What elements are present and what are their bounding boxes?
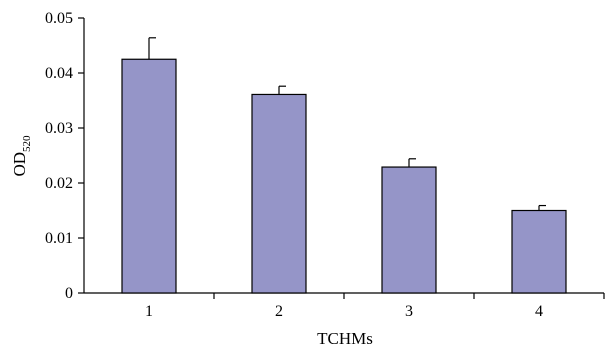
y-tick-label: 0.03 [45,120,73,137]
bar-1 [121,58,177,294]
y-axis-title: OD520 [10,135,33,177]
bar-2 [251,93,307,294]
error-bars [148,37,546,211]
x-axis-title: TCHMs [317,329,373,348]
x-tick-label: 4 [535,303,543,320]
error-bar-1 [148,37,156,60]
error-bar-4 [538,204,546,211]
x-tick-label: 2 [275,303,283,320]
x-tick-label: 1 [145,303,153,320]
bars [121,58,567,294]
x-axis: 1 2 3 4 [84,292,605,320]
bar-4 [511,209,567,294]
y-axis-title-subscript: 520 [21,135,33,152]
error-bar-3 [408,158,416,168]
y-axis-title-main: OD [10,152,29,177]
y-tick-label: 0.01 [45,230,73,247]
error-bar-2 [278,85,286,95]
y-tick-label: 0.02 [45,175,73,192]
x-tick-label: 3 [405,303,413,320]
y-tick-label: 0.05 [45,10,73,27]
bar-3 [381,166,437,294]
y-axis: 0 0.01 0.02 0.03 0.04 0.05 [45,10,85,302]
y-tick-label: 0.04 [45,65,73,82]
y-tick-label: 0 [65,285,73,302]
